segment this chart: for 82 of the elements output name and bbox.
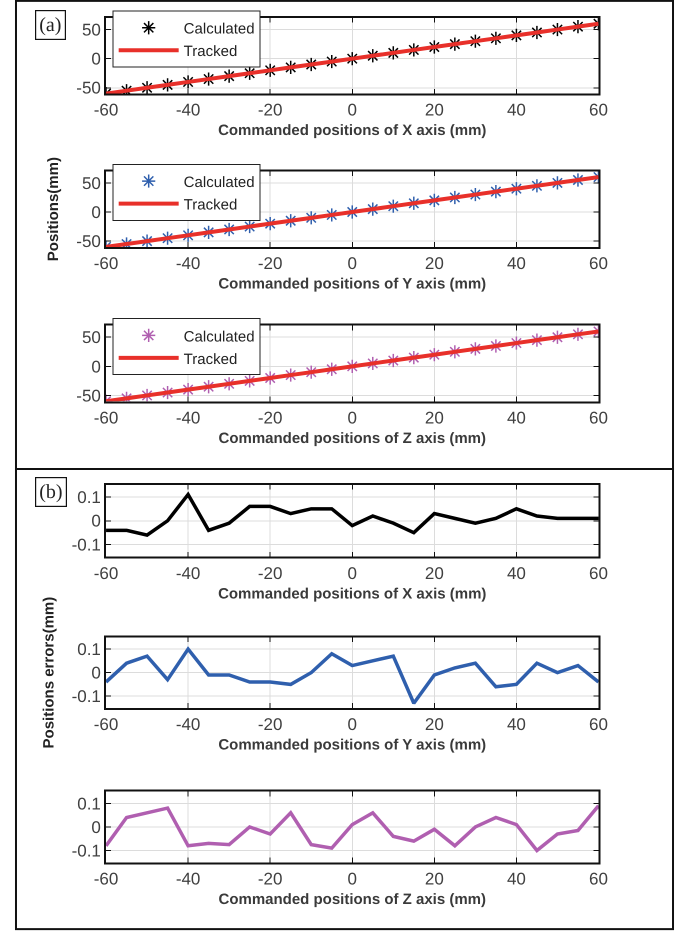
line-series <box>106 804 598 852</box>
line-series <box>106 647 598 705</box>
x-tick-label: 0 <box>348 869 357 888</box>
x-tick-label: -20 <box>258 564 282 583</box>
y-tick-label: 0 <box>91 818 101 837</box>
legend-label: Calculated <box>184 20 255 38</box>
x-tick-label: -20 <box>258 100 282 120</box>
y-tick-label: 50 <box>82 328 101 348</box>
x-tick-label: -60 <box>94 100 118 120</box>
x-tick-label: -20 <box>258 254 282 274</box>
x-tick-label: 0 <box>348 254 357 274</box>
y-tick-label: -0.1 <box>72 841 101 860</box>
y-tick-label: -0.1 <box>72 536 101 555</box>
y-tick-label: 0.1 <box>77 488 101 507</box>
y-tick-label: 0.1 <box>77 794 101 814</box>
y-tick-label: -50 <box>76 78 101 98</box>
x-tick-label: 60 <box>589 869 608 888</box>
y-tick-label: 50 <box>82 174 101 193</box>
y-tick-label: -50 <box>76 386 101 406</box>
line-series <box>106 22 598 94</box>
x-tick-label: -40 <box>176 408 200 428</box>
x-axis-title: Commanded positions of Y axis (mm) <box>218 276 486 293</box>
y-axis-title: Positions(mm) <box>45 157 62 262</box>
x-tick-label: 0 <box>348 715 357 734</box>
x-tick-label: 60 <box>589 564 608 583</box>
x-tick-label: 20 <box>424 254 444 274</box>
x-tick-label: 40 <box>506 869 526 888</box>
y-tick-label: -50 <box>76 232 101 252</box>
x-tick-label: -40 <box>176 564 200 583</box>
x-axis-title: Commanded positions of Z axis (mm) <box>218 890 486 908</box>
x-tick-label: -60 <box>94 715 118 734</box>
legend-label: Calculated <box>184 328 255 346</box>
x-tick-label: 60 <box>589 715 608 734</box>
x-tick-label: 0 <box>348 100 357 120</box>
y-tick-label: 0 <box>91 202 101 222</box>
x-tick-label: -20 <box>258 869 282 888</box>
x-tick-label: -40 <box>176 254 200 274</box>
x-axis-title: Commanded positions of X axis (mm) <box>218 585 486 602</box>
x-tick-label: 20 <box>424 408 444 428</box>
x-tick-label: 20 <box>424 564 444 583</box>
x-tick-label: 40 <box>506 254 526 274</box>
x-tick-label: 40 <box>506 715 526 734</box>
y-tick-label: 50 <box>82 20 101 40</box>
x-tick-label: 40 <box>506 564 526 583</box>
legend-label: Calculated <box>184 174 255 191</box>
x-axis-title: Commanded positions of Y axis (mm) <box>218 736 486 754</box>
x-tick-label: 40 <box>506 408 526 428</box>
x-tick-label: -60 <box>94 408 118 428</box>
x-axis-title: Commanded positions of Z axis (mm) <box>218 430 486 447</box>
x-axis-title: Commanded positions of X axis (mm) <box>218 122 486 140</box>
legend-label: Tracked <box>184 350 238 368</box>
x-tick-label: -20 <box>258 715 282 734</box>
y-tick-label: 0 <box>91 664 101 683</box>
x-tick-label: 40 <box>506 100 526 120</box>
x-tick-label: 60 <box>589 408 608 428</box>
text: (b) <box>39 481 63 504</box>
legend-label: Tracked <box>184 43 238 60</box>
x-tick-label: -40 <box>176 100 200 120</box>
x-tick-label: 60 <box>589 100 608 120</box>
y-tick-label: 0 <box>91 50 101 69</box>
x-tick-label: 20 <box>424 869 444 888</box>
x-tick-label: -60 <box>94 869 118 888</box>
x-tick-label: -60 <box>94 254 118 274</box>
x-tick-label: 0 <box>348 408 357 428</box>
x-tick-label: 0 <box>348 564 357 583</box>
y-tick-label: 0 <box>91 512 101 531</box>
x-tick-label: -40 <box>176 715 200 734</box>
x-tick-label: 20 <box>424 715 444 734</box>
x-tick-label: 60 <box>589 254 608 274</box>
x-tick-label: 20 <box>424 100 444 120</box>
text: (a) <box>39 14 62 36</box>
x-tick-label: -60 <box>94 564 118 583</box>
y-axis-title: Positions errors(mm) <box>40 596 58 748</box>
line-series <box>106 175 598 247</box>
y-tick-label: 0 <box>91 357 101 376</box>
y-tick-label: 0.1 <box>77 640 101 659</box>
x-tick-label: -40 <box>176 869 200 888</box>
legend-label: Tracked <box>184 196 238 214</box>
line-series <box>106 492 598 537</box>
y-tick-label: -0.1 <box>72 687 101 706</box>
line-series <box>106 329 598 402</box>
x-tick-label: -20 <box>258 408 282 428</box>
